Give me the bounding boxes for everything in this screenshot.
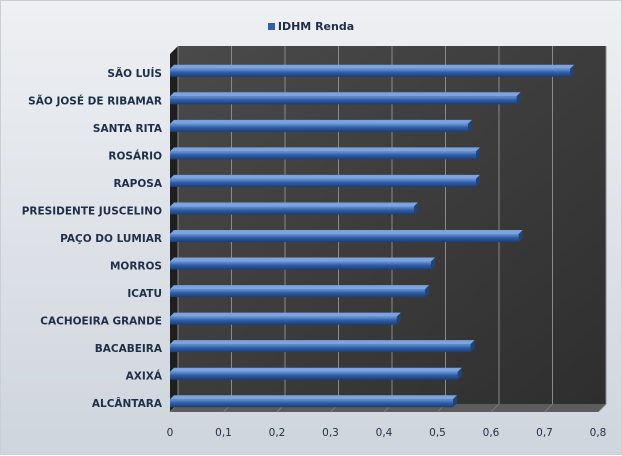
x-tick-label: 0,2 (269, 427, 286, 439)
bar (170, 312, 401, 325)
bar-top-face (170, 367, 462, 372)
bar-end-face (457, 367, 462, 380)
bar-front-face (170, 206, 414, 215)
category-label: SÃO LUÍS (107, 67, 162, 80)
bar-top-face (170, 119, 472, 124)
category-label: CACHOEIRA GRANDE (40, 316, 162, 328)
bar-top-face (170, 64, 575, 69)
bar-front-face (170, 289, 426, 298)
bar (170, 395, 458, 408)
category-label: PRESIDENTE JUSCELINO (22, 205, 162, 217)
bar-front-face (170, 261, 432, 270)
category-label: ICATU (127, 288, 162, 300)
bar-front-face (170, 123, 468, 132)
category-label: SÃO JOSÉ DE RIBAMAR (28, 94, 162, 107)
bar (170, 367, 462, 380)
bar-front-face (170, 344, 471, 353)
bar-end-face (467, 119, 472, 132)
category-label: RAPOSA (113, 178, 162, 190)
bar-front-face (170, 399, 454, 408)
x-tick-label: 0,8 (590, 427, 607, 439)
bar (170, 257, 436, 270)
category-label: BACABEIRA (95, 343, 163, 355)
category-label: SANTA RITA (93, 123, 163, 135)
bar (170, 174, 481, 187)
bar-end-face (518, 230, 523, 242)
bar (170, 340, 475, 353)
category-labels: SÃO LUÍS SÃO JOSÉ DE RIBAMAR SANTA RITA ROS… (22, 67, 163, 410)
x-tick-label: 0,6 (483, 427, 500, 439)
category-label: PAÇO DO LUMIAR (60, 233, 162, 245)
bar-front-face (170, 316, 397, 325)
bar-top-face (170, 312, 401, 317)
bar (170, 147, 481, 160)
bar (170, 64, 575, 77)
bars-group (170, 64, 575, 408)
x-tick-label: 0,3 (322, 427, 339, 439)
bar-end-face (431, 257, 436, 270)
bar-top-face (170, 285, 430, 290)
bar-front-face (170, 178, 477, 187)
bar-top-face (170, 257, 436, 262)
bar-top-face (170, 174, 481, 179)
bar-top-face (170, 147, 481, 152)
bar-front-face (170, 234, 519, 242)
category-label: MORROS (110, 261, 162, 273)
bar (170, 230, 523, 242)
x-tick-label: 0,1 (215, 427, 232, 439)
bar (170, 202, 418, 215)
bar-front-face (170, 68, 571, 77)
bar-top-face (170, 340, 475, 345)
bar-end-face (476, 174, 481, 187)
bar-front-face (170, 371, 458, 380)
bar (170, 119, 472, 132)
floor-gridline (597, 403, 607, 413)
legend-swatch-icon (267, 23, 275, 30)
bar-top-face (170, 92, 521, 97)
bar-end-face (425, 285, 430, 298)
x-tick-label: 0,7 (536, 427, 553, 439)
bar-end-face (413, 202, 418, 215)
bar-end-face (516, 92, 521, 105)
x-tick-label: 0,4 (376, 427, 393, 439)
bar-end-face (570, 64, 575, 77)
category-label: ROSÁRIO (108, 149, 162, 162)
bar (170, 285, 430, 298)
bar-end-face (396, 312, 401, 325)
bar-end-face (453, 395, 458, 408)
category-label: ALCÂNTARA (92, 397, 163, 410)
x-tick-labels: 0 0,1 0,2 0,3 0,4 0,5 0,6 0,7 0,8 (167, 427, 607, 439)
bar-top-face (170, 230, 523, 234)
bar-end-face (476, 147, 481, 160)
bar-front-face (170, 96, 517, 105)
bar-end-face (470, 340, 475, 353)
x-tick-label: 0,5 (429, 427, 446, 439)
bar-front-face (170, 151, 477, 160)
bar-top-face (170, 202, 418, 207)
floor-gridline (490, 403, 500, 413)
category-label: AXIXÁ (126, 370, 163, 383)
bar (170, 92, 521, 105)
chart-legend: IDHM Renda (1, 20, 621, 33)
floor-gridline (544, 403, 553, 413)
x-tick-label: 0 (167, 427, 174, 439)
legend-label: IDHM Renda (277, 20, 355, 33)
bar-top-face (170, 395, 458, 400)
